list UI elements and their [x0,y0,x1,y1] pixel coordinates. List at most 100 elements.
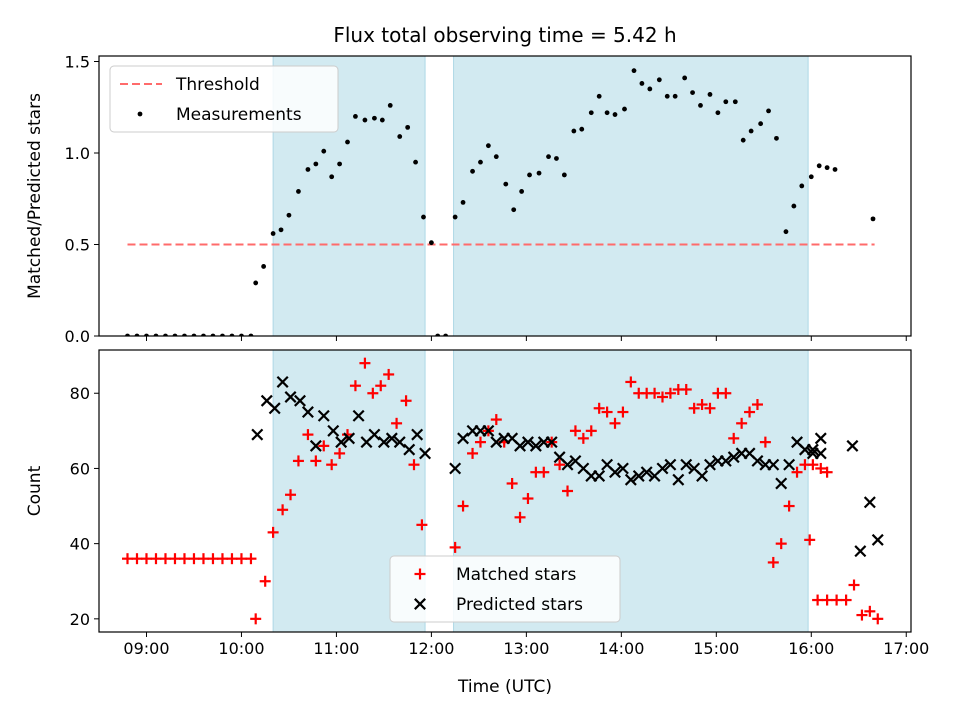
predicted-star-point [806,447,819,460]
matched-star-point [601,406,613,418]
measurement-point [278,227,284,233]
predicted-star-point [656,462,669,475]
x-tick-label: 11:00 [313,639,359,658]
matched-star-point [267,526,279,538]
matched-star-point [783,500,795,512]
predicted-star-point [317,409,330,422]
x-tick-label: 17:00 [883,639,929,658]
matched-star-point [804,534,816,546]
axes-frame [98,349,912,633]
legend-box [389,555,621,623]
measurement-point [832,167,838,172]
measurement-point [372,115,377,121]
measurement-point [622,106,627,112]
predicted-star-point [814,432,827,445]
matched-star-point [704,402,716,414]
matched-star-point [744,406,756,418]
matched-star-point [538,466,550,478]
x-axis-label: Time (UTC) [457,677,552,697]
y-axis-label: Count [25,465,45,516]
predicted-star-point [609,466,621,479]
measurement-point [783,229,789,235]
matched-star-point [159,553,171,565]
predicted-star-point [294,394,306,407]
matched-star-point [169,553,181,565]
axes-frame [98,55,912,337]
predicted-star-point [352,409,365,422]
predicted-star-point [529,439,542,452]
measurement-point [816,163,822,169]
predicted-star-point [846,439,859,452]
predicted-star-point [514,439,527,452]
legend-entry-label: Measurements [176,105,302,125]
matched-star-point [467,447,479,459]
predicted-star-point [664,458,677,471]
matched-star-point [688,402,700,414]
matched-star-point [449,541,461,553]
y-tick-label: 20 [70,610,90,629]
x-tick-label: 09:00 [123,639,169,658]
matched-star-point [848,579,860,591]
matched-star-point [150,553,162,565]
matched-star-point [864,605,876,617]
matched-star-point [751,399,763,411]
matched-star-point [840,594,852,606]
observing-window-shade [453,56,809,336]
matched-star-point [416,519,428,531]
matched-star-point [197,553,209,565]
matched-star-point [720,387,732,399]
measurement-point [791,203,797,209]
measurement-point [313,161,319,167]
y-tick-label: 80 [70,384,90,403]
measurement-point [672,93,678,99]
matched-star-point [680,383,692,395]
measurement-point [707,92,713,97]
legend: Threshold Measurements [109,65,339,133]
predicted-star-point [680,458,693,471]
matched-star-point [367,387,379,399]
y-tick-label: 60 [70,459,90,478]
matched-star-point [391,417,403,429]
predicted-star-point [624,473,637,486]
measurement-point [561,172,567,178]
predicted-star-point [593,469,606,482]
predicted-star-point [863,496,876,509]
measurement-point [690,90,695,96]
matched-star-point [383,368,395,380]
matched-star-point [815,462,827,474]
matched-star-point [812,594,824,606]
legend-entry-label: Predicted stars [456,595,583,615]
ratio-panel: 0.0 0.5 1.0 1.5 Matched/Predicted stars Thres… [25,52,912,346]
measurement-point [493,154,499,160]
matched-star-point [506,477,518,489]
measurement-point [503,181,509,187]
measurement-point [732,99,738,105]
measurement-point [715,110,721,116]
predicted-star-point [632,469,645,482]
measurement-point [748,128,754,134]
y-tick-label: 0.0 [65,327,90,346]
y-tick-label: 40 [70,535,90,554]
matched-star-point [400,395,412,407]
measurement-point [270,231,276,236]
predicted-star-point [419,447,432,460]
x-tick-label: 12:00 [408,639,454,658]
matched-star-point [277,504,289,516]
matched-star-point [577,432,589,444]
predicted-star-point [343,432,356,445]
predicted-star-point [806,443,819,456]
y-axis-label: Matched/Predicted stars [25,93,45,299]
measurement-point [519,189,525,194]
measurement-point [870,216,876,222]
predicted-star-point [783,458,796,471]
measurement-point [405,124,411,130]
measurement-point [428,240,434,246]
matched-star-point [207,553,219,565]
measurement-point [766,108,771,114]
measurement-point [664,93,670,99]
predicted-star-point [704,458,716,471]
x-tick-label: 14:00 [598,639,644,658]
matched-star-point [334,447,346,459]
matched-star-point [522,493,534,505]
measurement-point [353,113,358,119]
